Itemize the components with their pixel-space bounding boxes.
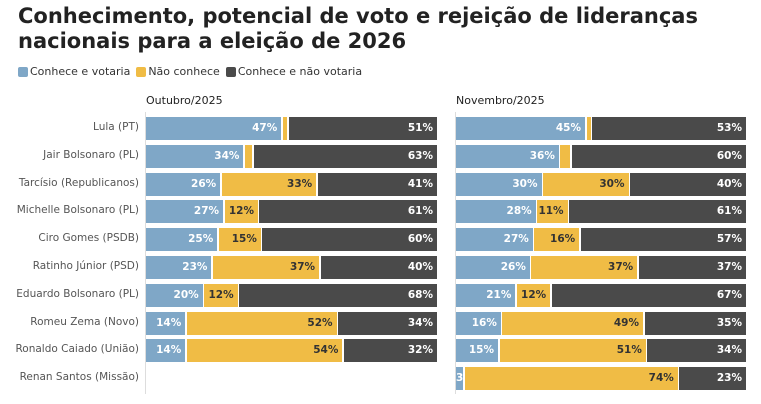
bar-segment: 37%: [531, 256, 638, 279]
legend-label: Conhece e votaria: [30, 65, 131, 78]
bar-segment: 47%: [146, 117, 282, 140]
bar-segment: 40%: [320, 256, 437, 279]
bar-segment: 14%: [146, 339, 186, 363]
bar-segment: 53%: [592, 117, 746, 140]
bar-segment: 20%: [146, 283, 203, 307]
bar-segment: 15%: [218, 228, 261, 252]
category-label: Michelle Bolsonaro (PL): [16, 204, 139, 217]
bar-segment: [282, 117, 288, 140]
bar-segment: [560, 144, 571, 168]
bar-segment: 36%: [456, 144, 559, 168]
bar-segment: 74%: [464, 367, 678, 391]
legend: Conhece e votaria Não conhece Conhece e nã…: [18, 65, 362, 78]
category-label: Lula (PT): [93, 121, 139, 133]
bar-segment: 27%: [456, 228, 533, 252]
bar-segment: 35%: [644, 311, 746, 335]
category-label: Ratinho Júnior (PSD): [32, 260, 139, 272]
bar-segment: 37%: [638, 256, 746, 279]
bar-segment: 14%: [146, 311, 186, 335]
category-label: Jair Bolsonaro (PL): [43, 148, 139, 161]
bar-segment: 68%: [239, 283, 437, 307]
chart-title: Conhecimento, potencial de voto e rejeiç…: [18, 4, 698, 53]
bar-segment: 41%: [317, 172, 437, 196]
bar-segment: 27%: [146, 200, 224, 224]
bar-segment: 51%: [288, 117, 437, 140]
bar-segment: 30%: [543, 172, 629, 196]
axis-line: [145, 112, 146, 394]
category-label: Eduardo Bolsonaro (PL): [16, 287, 139, 300]
bar-segment: 34%: [146, 144, 244, 168]
bar-segment: 12%: [224, 200, 258, 224]
bar-segment: [586, 117, 591, 140]
bar-segment: 11%: [537, 200, 568, 224]
bar-segment: 40%: [630, 172, 746, 196]
category-label: Ronaldo Caiado (União): [15, 343, 139, 356]
panel-title: Outubro/2025: [146, 94, 223, 107]
bar-segment: 23%: [679, 367, 746, 391]
bar-segment: 26%: [146, 172, 221, 196]
bar-segment: [244, 144, 253, 168]
bar-segment: 23%: [146, 256, 212, 279]
category-label: Romeu Zema (Novo): [30, 315, 139, 328]
bar-segment: 57%: [580, 228, 746, 252]
legend-item[interactable]: Não conhece: [136, 65, 220, 78]
category-label: Renan Santos (Missão): [19, 371, 139, 384]
bar-segment: 34%: [647, 339, 746, 363]
bar-segment: 49%: [502, 311, 643, 335]
bar-segment: 54%: [186, 339, 343, 363]
bar-segment: 37%: [212, 256, 320, 279]
bar-segment: 32%: [343, 339, 437, 363]
axis-line: [455, 112, 456, 394]
bar-segment: 30%: [456, 172, 542, 196]
legend-item[interactable]: Conhece e não votaria: [225, 65, 363, 78]
category-label: Tarcísio (Republicanos): [18, 176, 139, 189]
bar-segment: 60%: [262, 228, 437, 252]
bar-segment: 60%: [572, 144, 746, 168]
legend-label: Não conhece: [148, 65, 220, 78]
legend-swatch: [136, 66, 147, 77]
bar-segment: 28%: [456, 200, 536, 224]
legend-swatch: [225, 66, 236, 77]
category-label: Ciro Gomes (PSDB): [38, 232, 139, 245]
bar-segment: 26%: [456, 256, 530, 279]
bar-segment: 61%: [569, 200, 746, 224]
bar-segment: 52%: [186, 311, 337, 335]
bar-segment: 16%: [534, 228, 580, 252]
bar-segment: 63%: [253, 144, 437, 168]
bar-segment: 3%: [456, 367, 464, 391]
bar-segment: 16%: [456, 311, 501, 335]
bar-segment: 12%: [204, 283, 238, 307]
bar-segment: 34%: [338, 311, 437, 335]
legend-item[interactable]: Conhece e votaria: [18, 65, 130, 78]
bar-segment: 45%: [456, 117, 585, 140]
bar-segment: 33%: [221, 172, 317, 196]
bar-segment: 61%: [259, 200, 437, 224]
panel-title: Novembro/2025: [456, 94, 545, 107]
bar-segment: 21%: [456, 283, 516, 307]
bar-segment: 12%: [516, 283, 551, 307]
bar-segment: 51%: [499, 339, 646, 363]
bar-segment: 67%: [551, 283, 746, 307]
bar-segment: 15%: [456, 339, 498, 363]
legend-swatch: [18, 66, 28, 77]
bar-segment: 25%: [146, 228, 218, 252]
legend-label: Conhece e não votaria: [237, 65, 363, 78]
